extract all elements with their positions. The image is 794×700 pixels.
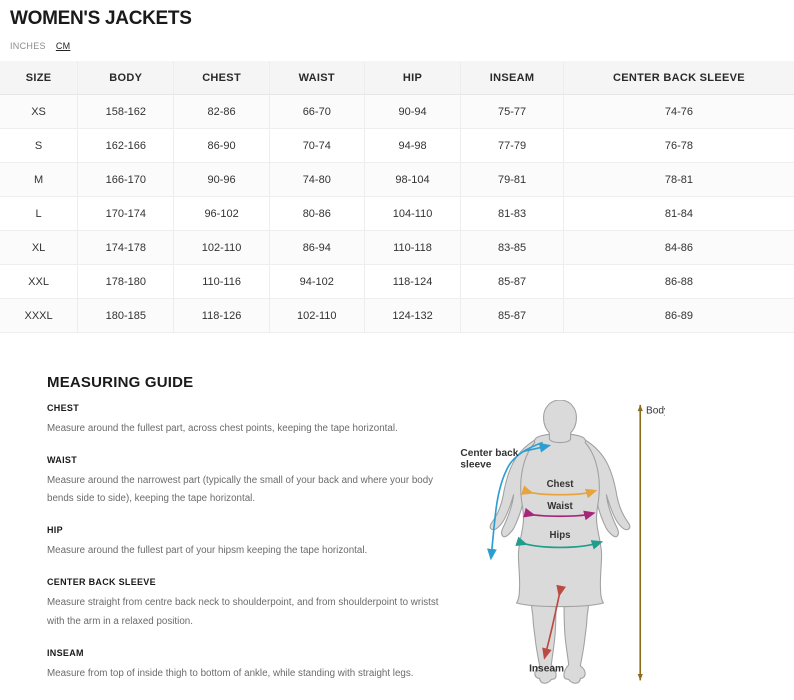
svg-text:Bodylength: Bodylength: [646, 406, 665, 417]
svg-text:Waist: Waist: [547, 501, 573, 512]
svg-text:Chest: Chest: [547, 479, 575, 490]
svg-text:Center back: Center back: [460, 448, 518, 459]
svg-text:sleeve: sleeve: [460, 460, 491, 471]
svg-text:Inseam: Inseam: [529, 664, 564, 675]
svg-text:Hips: Hips: [550, 530, 571, 541]
